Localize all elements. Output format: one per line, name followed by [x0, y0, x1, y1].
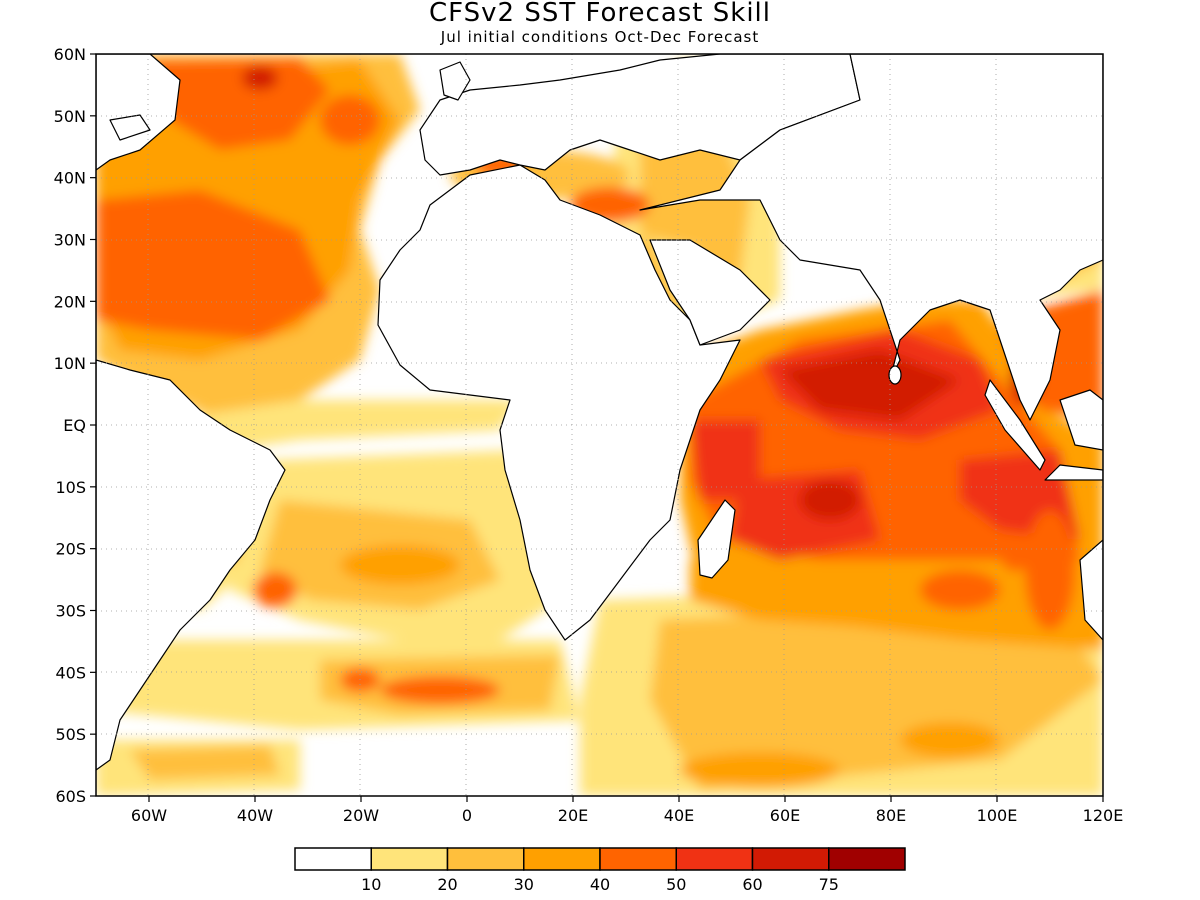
north-america-landmass: [96, 54, 181, 171]
lat-label: 60S: [55, 787, 86, 806]
lat-label: 20S: [55, 540, 86, 559]
lat-label: 10N: [54, 354, 86, 373]
lon-label: 80E: [876, 806, 906, 825]
lat-axis: 60N 50N 40N 30N 20N 10N EQ 10S 20S 30S 40S 50S 60S: [54, 45, 96, 806]
colorbar-label: 60: [742, 875, 762, 894]
lon-label: 0: [462, 806, 472, 825]
land-masses: [96, 54, 1103, 771]
colorbar-swatch: [751, 847, 830, 871]
lat-label: 40N: [54, 169, 86, 188]
lat-label: 60N: [54, 45, 86, 64]
lon-label: 40E: [664, 806, 694, 825]
lon-label: 100E: [977, 806, 1018, 825]
colorbar-swatch: [675, 847, 754, 871]
europe-landmass: [419, 54, 861, 176]
lat-label: 10S: [55, 478, 86, 497]
lon-label: 20W: [343, 806, 379, 825]
colorbar-label: 20: [437, 875, 457, 894]
chart-subtitle: Jul initial conditions Oct-Dec Forecast: [440, 28, 760, 46]
lat-label: 20N: [54, 292, 86, 311]
africa-landmass: [377, 164, 741, 641]
lat-label: 30N: [54, 231, 86, 250]
lat-label: 50N: [54, 107, 86, 126]
colorbar-swatch: [523, 847, 601, 871]
colorbar-swatch: [599, 847, 677, 871]
grid-lines: [96, 54, 1103, 796]
arabia-landmass: [649, 239, 771, 346]
lon-label: 120E: [1083, 806, 1124, 825]
colorbar-label: 50: [666, 875, 686, 894]
skill-field: [96, 54, 1103, 796]
colorbar: 10 20 30 40 50 60 75: [294, 847, 906, 894]
colorbar-swatch: [828, 847, 906, 871]
south-america-landmass: [96, 359, 286, 771]
lon-label: 20E: [558, 806, 588, 825]
colorbar-label: 30: [514, 875, 534, 894]
madagascar-landmass: [697, 499, 736, 579]
colorbar-label: 75: [819, 875, 839, 894]
lat-label: 50S: [55, 725, 86, 744]
colorbar-swatch: [370, 847, 449, 871]
lat-label: 40S: [55, 663, 86, 682]
colorbar-label: 10: [361, 875, 381, 894]
lon-label: 60W: [131, 806, 167, 825]
lat-label: EQ: [63, 416, 86, 435]
colorbar-swatch: [294, 847, 372, 871]
colorbar-label: 40: [590, 875, 610, 894]
colorbar-swatch: [446, 847, 525, 871]
lon-axis: 60W 40W 20W 0 20E 40E 60E 80E 100E 120E: [131, 796, 1123, 825]
lat-label: 30S: [55, 602, 86, 621]
asia-landmass: [639, 54, 1103, 421]
chart-title: CFSv2 SST Forecast Skill: [428, 0, 772, 28]
lon-label: 60E: [770, 806, 800, 825]
lon-label: 40W: [237, 806, 273, 825]
